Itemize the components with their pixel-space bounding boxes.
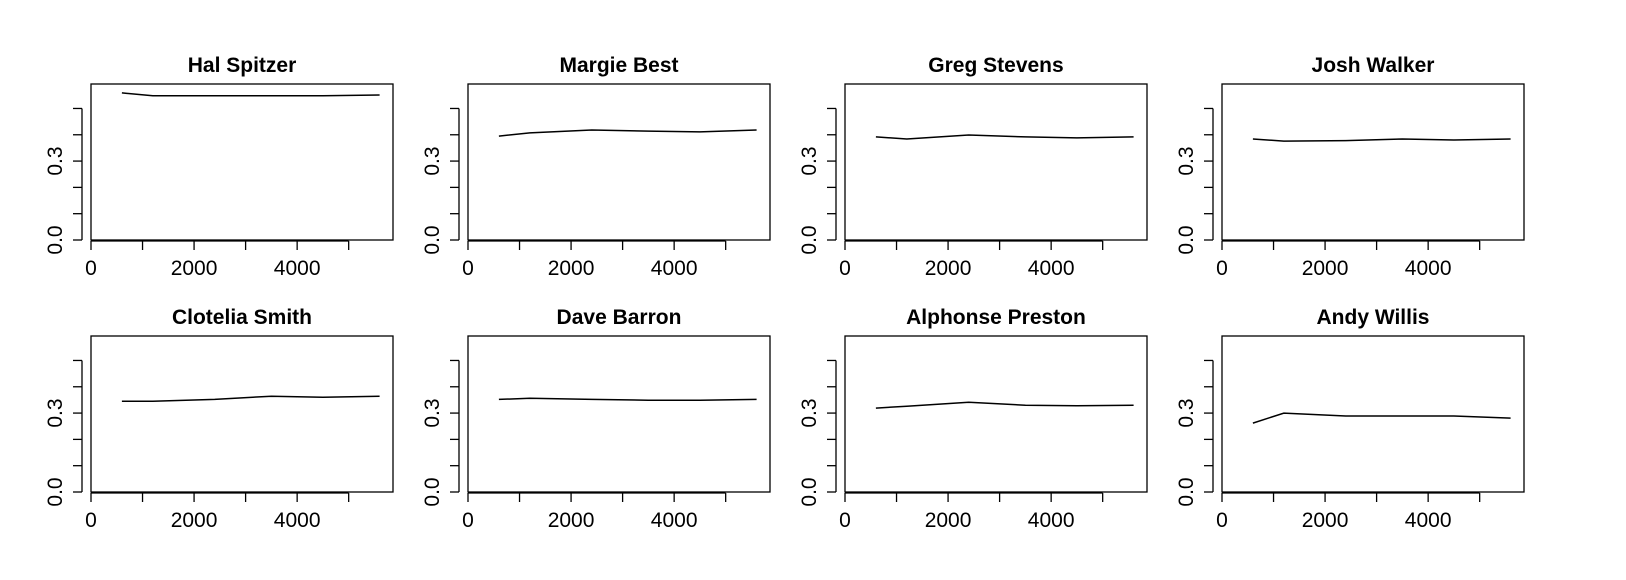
plot-box	[90, 83, 394, 241]
plot-box	[467, 335, 771, 493]
y-tick-label: 0.0	[1175, 225, 1198, 254]
line	[1252, 412, 1511, 424]
x-tick-label: 4000	[274, 257, 321, 280]
y-tick-label: 0.3	[421, 146, 444, 175]
panel-title: Greg Stevens	[928, 54, 1063, 77]
x-tick-label: 0	[1216, 257, 1228, 280]
panel-title: Andy Willis	[1317, 306, 1430, 329]
plot-box	[90, 335, 394, 493]
x-tick-label: 2000	[925, 257, 972, 280]
x-tick-label: 0	[839, 509, 851, 532]
panel-title: Josh Walker	[1312, 54, 1435, 77]
y-tick-label: 0.3	[44, 398, 67, 427]
x-tick-label: 2000	[171, 509, 218, 532]
x-tick-label: 2000	[925, 509, 972, 532]
x-tick-label: 4000	[651, 509, 698, 532]
y-tick-label: 0.0	[44, 477, 67, 506]
y-tick-label: 0.3	[798, 146, 821, 175]
y-tick-label: 0.3	[421, 398, 444, 427]
x-tick-label: 0	[85, 257, 97, 280]
panel-title: Clotelia Smith	[172, 306, 312, 329]
line	[875, 134, 1134, 140]
x-tick-label: 4000	[1405, 509, 1452, 532]
line	[498, 129, 757, 137]
x-tick-label: 2000	[171, 257, 218, 280]
x-tick-label: 4000	[274, 509, 321, 532]
panel-title: Alphonse Preston	[906, 306, 1086, 329]
panel-title: Margie Best	[559, 54, 678, 77]
y-tick-label: 0.3	[798, 398, 821, 427]
y-tick-label: 0.3	[1175, 398, 1198, 427]
x-tick-label: 2000	[1302, 257, 1349, 280]
x-tick-label: 4000	[651, 257, 698, 280]
y-tick-label: 0.3	[44, 146, 67, 175]
x-tick-label: 2000	[548, 509, 595, 532]
plot-box	[1221, 335, 1525, 493]
plot-box	[467, 83, 771, 241]
line	[875, 401, 1134, 409]
y-tick-label: 0.0	[798, 477, 821, 506]
y-tick-label: 0.0	[44, 225, 67, 254]
x-tick-label: 0	[462, 509, 474, 532]
x-tick-label: 0	[85, 509, 97, 532]
x-tick-label: 4000	[1028, 509, 1075, 532]
line	[121, 395, 380, 402]
x-tick-label: 0	[839, 257, 851, 280]
x-tick-label: 4000	[1028, 257, 1075, 280]
y-tick-label: 0.0	[1175, 477, 1198, 506]
x-tick-label: 0	[462, 257, 474, 280]
line	[121, 92, 380, 97]
x-tick-label: 4000	[1405, 257, 1452, 280]
x-tick-label: 0	[1216, 509, 1228, 532]
plot-box	[844, 83, 1148, 241]
panel-title: Dave Barron	[557, 306, 682, 329]
y-tick-label: 0.3	[1175, 146, 1198, 175]
line	[498, 397, 757, 401]
panel-title: Hal Spitzer	[188, 54, 297, 77]
x-tick-label: 2000	[1302, 509, 1349, 532]
y-tick-label: 0.0	[798, 225, 821, 254]
y-tick-label: 0.0	[421, 225, 444, 254]
plot-box	[1221, 83, 1525, 241]
line	[1252, 138, 1511, 142]
x-tick-label: 2000	[548, 257, 595, 280]
y-tick-label: 0.0	[421, 477, 444, 506]
plot-box	[844, 335, 1148, 493]
